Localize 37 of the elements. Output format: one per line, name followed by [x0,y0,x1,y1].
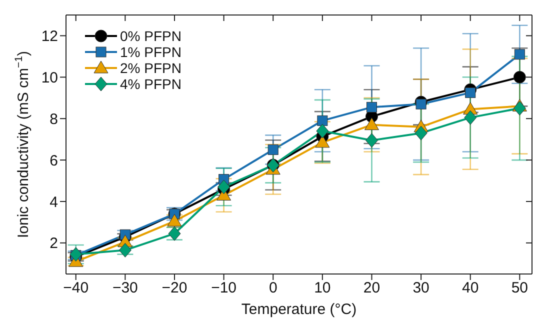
point [364,118,379,130]
point [315,135,330,148]
y-tick-label: 4 [50,194,58,211]
point [168,226,181,241]
point [416,98,426,110]
x-tick-label: −30 [112,280,138,297]
x-tick-label: −20 [162,280,188,297]
point [465,87,476,98]
x-tick-label: 30 [412,280,430,297]
y-tick-label: 6 [50,152,58,170]
x-tick-label: −10 [211,280,237,297]
y-tick-label: 10 [41,69,58,86]
point [366,102,377,112]
point [514,49,525,60]
legend-label: 4% PFPN [120,76,182,92]
x-tick-label: 40 [462,280,479,297]
x-axis-title: Temperature (°C) [241,301,357,318]
legend-label: 2% PFPN [120,60,182,76]
point [268,144,278,155]
point [365,133,378,148]
y-tick-label: 8 [50,110,58,128]
point [513,100,526,116]
point [118,242,132,258]
point [464,110,477,125]
y-tick-label: 2 [50,235,58,252]
point [317,115,328,126]
y-tick-label: 12 [41,28,58,46]
legend-label: 1% PFPN [120,44,182,60]
legend-label: 0% PFPN [120,28,182,44]
point [316,124,329,138]
x-tick-label: −40 [63,280,89,297]
point [414,126,428,140]
point [513,70,526,84]
x-tick-label: 20 [363,280,380,297]
x-tick-label: 50 [511,280,528,297]
x-tick-label: 10 [314,280,331,297]
x-tick-label: 0 [268,280,278,297]
